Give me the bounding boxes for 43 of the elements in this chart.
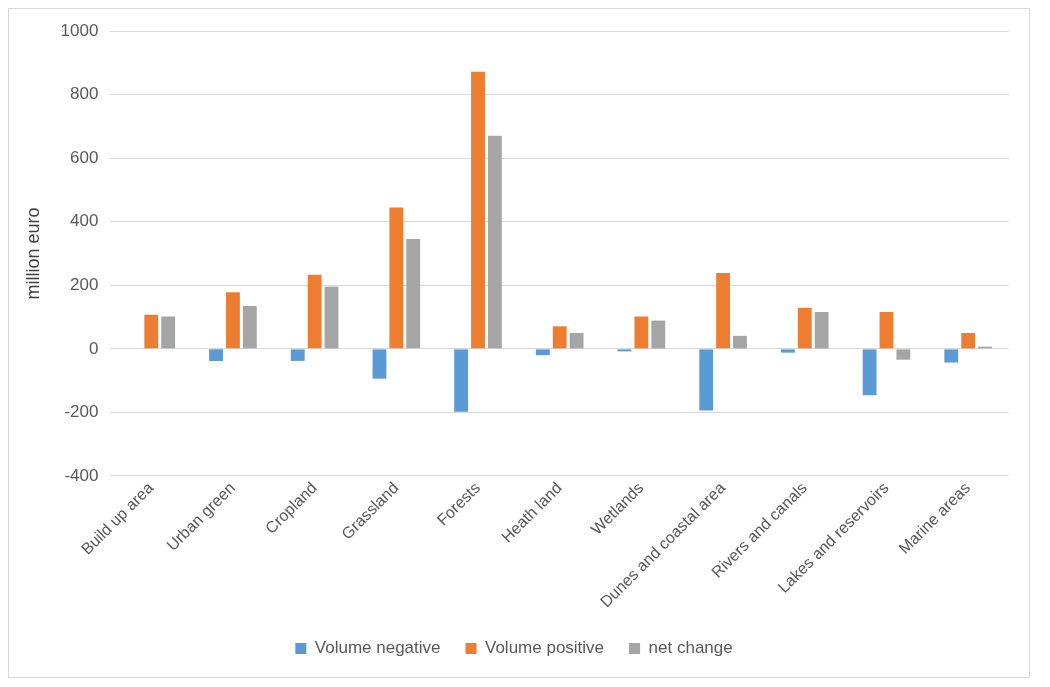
bar bbox=[879, 312, 894, 349]
bar bbox=[797, 307, 812, 349]
y-tick-label: 400 bbox=[70, 211, 99, 231]
bar bbox=[651, 320, 666, 349]
bar bbox=[144, 314, 159, 349]
bar bbox=[226, 292, 240, 349]
bar bbox=[471, 71, 485, 349]
bar bbox=[290, 349, 305, 361]
bar bbox=[944, 349, 959, 363]
bar bbox=[406, 238, 421, 349]
bar bbox=[634, 316, 649, 349]
bar bbox=[307, 274, 322, 349]
y-tick-label: 600 bbox=[70, 147, 99, 167]
bar bbox=[780, 349, 795, 353]
legend-label: net change bbox=[648, 638, 733, 658]
y-axis-title: million euro bbox=[22, 207, 43, 300]
bar bbox=[161, 316, 176, 349]
y-tick-label: 1000 bbox=[60, 20, 99, 40]
bar bbox=[324, 286, 339, 349]
bar bbox=[733, 335, 747, 349]
y-tick-label: 200 bbox=[70, 275, 99, 295]
bar bbox=[961, 332, 976, 349]
bar bbox=[862, 349, 877, 396]
y-tick-label: 0 bbox=[88, 338, 99, 358]
bar bbox=[389, 207, 404, 349]
bar bbox=[552, 326, 567, 349]
legend-label: Volume negative bbox=[314, 638, 441, 658]
bar bbox=[569, 332, 584, 349]
y-tick-label: 800 bbox=[70, 84, 99, 104]
bar bbox=[454, 349, 469, 412]
y-tick-label: -400 bbox=[64, 465, 99, 485]
bar bbox=[617, 349, 632, 352]
y-tick-label: -200 bbox=[64, 402, 99, 422]
bar bbox=[716, 272, 731, 349]
bar bbox=[242, 305, 257, 349]
bar bbox=[209, 349, 223, 361]
legend-label: Volume positive bbox=[485, 638, 605, 658]
bar bbox=[896, 349, 911, 360]
bar bbox=[814, 312, 829, 349]
bar bbox=[535, 349, 550, 356]
bar bbox=[487, 135, 502, 349]
bar bbox=[699, 349, 714, 411]
bar bbox=[372, 349, 387, 379]
